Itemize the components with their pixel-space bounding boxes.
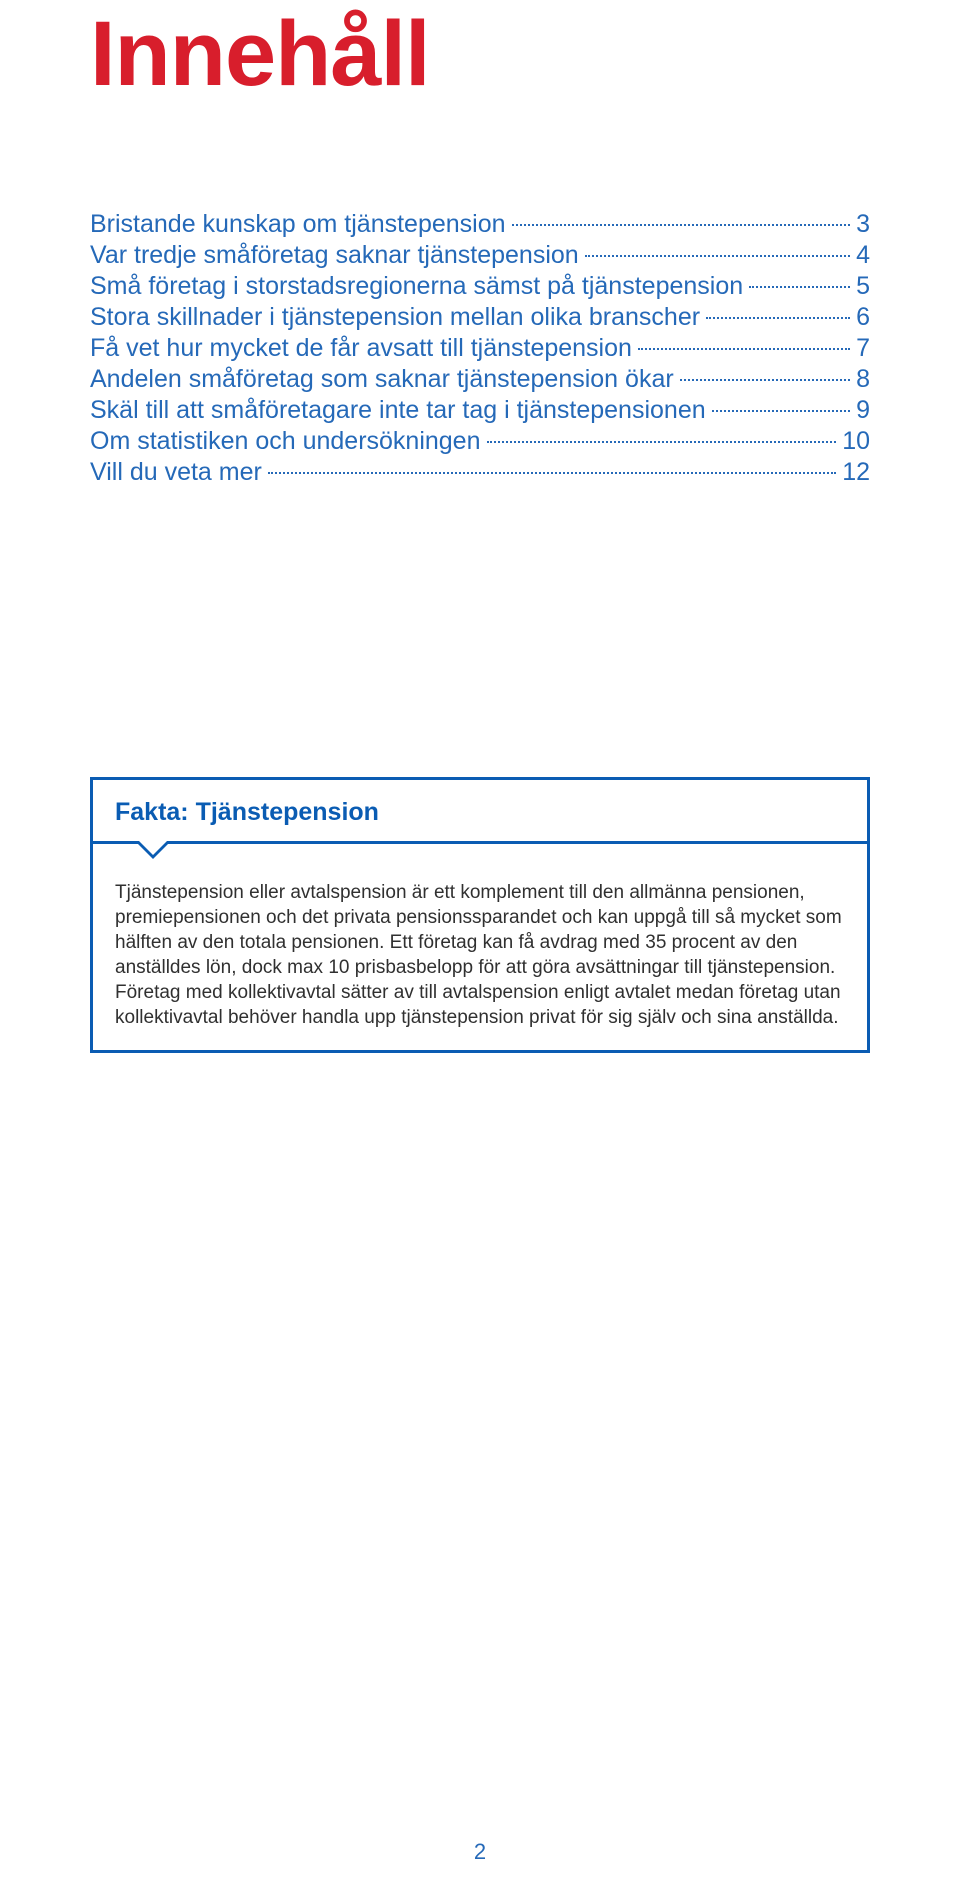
fact-box-heading: Fakta: Tjänstepension (115, 798, 379, 826)
document-page: Innehåll Bristande kunskap om tjänstepen… (0, 0, 960, 1891)
toc-item-page: 4 (852, 241, 870, 270)
toc-item-label: Stora skillnader i tjänstepension mellan… (90, 303, 704, 332)
toc-item-label: Bristande kunskap om tjänstepension (90, 210, 510, 239)
toc-item-label: Skäl till att småföretagare inte tar tag… (90, 396, 710, 425)
fact-box-divider (93, 841, 867, 844)
toc-leader-dots (585, 255, 850, 257)
toc-item-page: 5 (852, 272, 870, 301)
fact-box: Fakta: Tjänstepension Tjänstepension ell… (90, 777, 870, 1053)
toc-item: Stora skillnader i tjänstepension mellan… (90, 303, 870, 332)
toc-item: Vill du veta mer 12 (90, 458, 870, 487)
toc-item-page: 12 (838, 458, 870, 487)
toc-item-label: Var tredje småföretag saknar tjänstepens… (90, 241, 583, 270)
toc-leader-dots (706, 317, 850, 319)
toc-item: Bristande kunskap om tjänstepension 3 (90, 210, 870, 239)
toc-item: Små företag i storstadsregionerna sämst … (90, 272, 870, 301)
fact-box-text: Tjänstepension eller avtalspension är et… (115, 880, 845, 1030)
toc-item-label: Vill du veta mer (90, 458, 266, 487)
toc-item-page: 10 (838, 427, 870, 456)
toc-item: Om statistiken och undersökningen 10 (90, 427, 870, 456)
toc-item-label: Andelen småföretag som saknar tjänstepen… (90, 365, 678, 394)
toc-leader-dots (749, 286, 850, 288)
toc-item-label: Få vet hur mycket de får avsatt till tjä… (90, 334, 636, 363)
toc-leader-dots (487, 441, 837, 443)
toc-item: Andelen småföretag som saknar tjänstepen… (90, 365, 870, 394)
toc-item-page: 9 (852, 396, 870, 425)
toc-item-page: 3 (852, 210, 870, 239)
toc-leader-dots (680, 379, 850, 381)
page-number: 2 (0, 1839, 960, 1865)
table-of-contents: Bristande kunskap om tjänstepension 3 Va… (90, 210, 870, 487)
toc-item-page: 7 (852, 334, 870, 363)
toc-leader-dots (712, 410, 850, 412)
toc-item-page: 6 (852, 303, 870, 332)
page-title: Innehåll (90, 0, 870, 100)
toc-leader-dots (638, 348, 850, 350)
toc-item-page: 8 (852, 365, 870, 394)
toc-item: Var tredje småföretag saknar tjänstepens… (90, 241, 870, 270)
fact-box-header: Fakta: Tjänstepension (93, 780, 867, 841)
toc-item: Få vet hur mycket de får avsatt till tjä… (90, 334, 870, 363)
toc-leader-dots (512, 224, 851, 226)
fact-box-body: Tjänstepension eller avtalspension är et… (93, 844, 867, 1050)
toc-item-label: Små företag i storstadsregionerna sämst … (90, 272, 747, 301)
toc-leader-dots (268, 472, 836, 474)
toc-item-label: Om statistiken och undersökningen (90, 427, 485, 456)
toc-item: Skäl till att småföretagare inte tar tag… (90, 396, 870, 425)
